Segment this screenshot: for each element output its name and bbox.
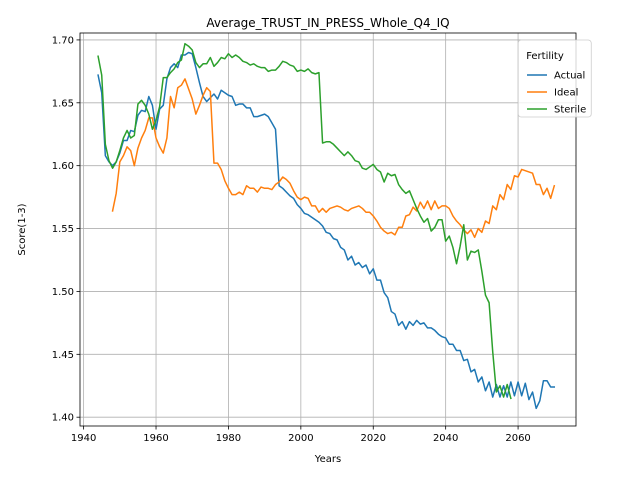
legend: Fertility Actual Ideal Sterile [517,39,592,118]
legend-title: Fertility [526,51,564,62]
legend-box [517,39,592,118]
chart-title: Average_TRUST_IN_PRESS_Whole_Q4_IQ [206,16,449,30]
x-tick-label: 2040 [433,433,458,444]
legend-label-sterile: Sterile [554,105,586,116]
y-tick-label: 1.40 [52,413,74,424]
x-tick-label: 1980 [216,433,241,444]
y-tick-label: 1.55 [52,224,74,235]
plot-frame [79,32,577,427]
legend-label-actual: Actual [554,71,585,82]
y-tick-label: 1.60 [52,161,74,172]
plot-lines [97,42,556,410]
y-tick-label: 1.70 [52,35,74,46]
legend-entries: Actual Ideal Sterile [527,71,586,116]
series-line-actual [97,51,556,410]
x-tick-label: 2000 [288,433,313,444]
x-tick-label: 2020 [361,433,386,444]
y-tick-label: 1.65 [52,98,74,109]
x-tick-label: 2060 [505,433,530,444]
y-tick-label: 1.45 [52,350,74,361]
y-tick-label: 1.50 [52,287,74,298]
series-line-sterile [97,42,512,400]
x-tick-label: 1940 [71,433,96,444]
y-axis-label: Score(1-3) [17,203,28,255]
legend-label-ideal: Ideal [554,88,578,99]
grid [80,33,576,426]
x-tick-label: 1960 [143,433,168,444]
series-line-ideal [111,78,556,239]
x-axis-label: Years [314,454,341,465]
axis-ticks: 1940 1960 1980 2000 2020 2040 2060 1.40 1.45 1.50… [52,35,531,444]
